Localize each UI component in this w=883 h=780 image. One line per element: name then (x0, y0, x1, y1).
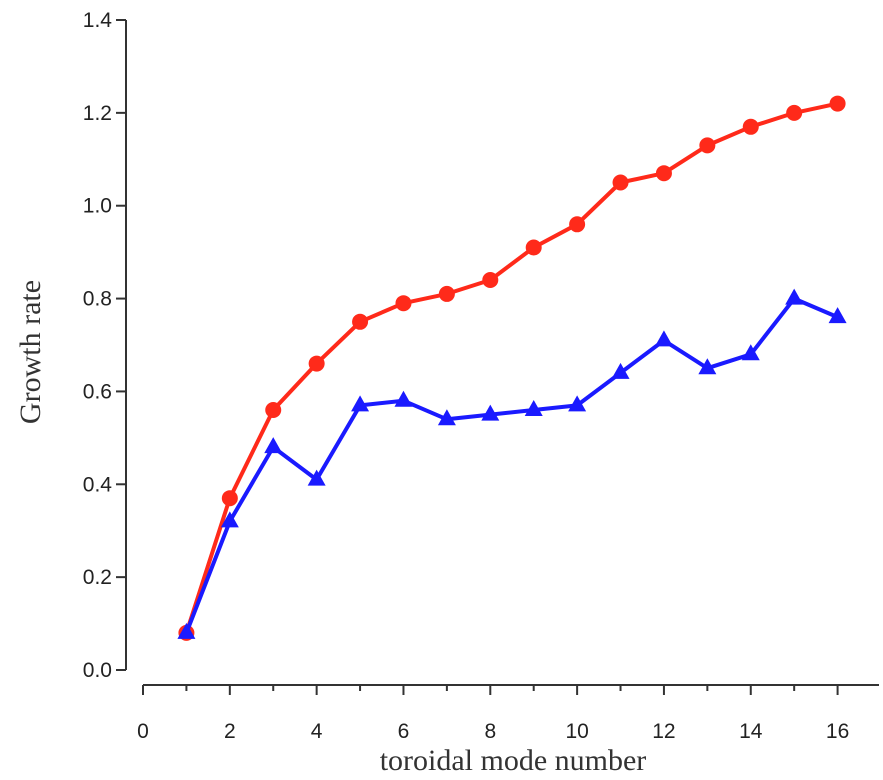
data-point (786, 104, 803, 121)
y-tick-label: 1.0 (83, 195, 112, 218)
series-layer (177, 95, 847, 641)
data-point (220, 511, 239, 528)
data-point (352, 313, 369, 330)
y-tick-label: 1.2 (83, 102, 112, 125)
data-point (569, 216, 586, 233)
x-tick-label: 8 (484, 720, 496, 743)
x-tick-label: 0 (137, 720, 149, 743)
data-point (741, 344, 760, 361)
data-point (221, 490, 238, 507)
x-tick-label: 6 (398, 720, 410, 743)
x-tick-label: 14 (739, 720, 763, 743)
data-point (568, 395, 587, 412)
x-tick-label: 2 (224, 720, 236, 743)
data-point (482, 272, 499, 288)
y-tick-label: 0.8 (83, 288, 112, 311)
data-point (177, 622, 196, 639)
x-tick-label: 4 (311, 720, 323, 743)
data-point (699, 137, 716, 154)
data-point (698, 358, 717, 375)
y-tick-label: 0.2 (83, 566, 112, 589)
x-tick-label: 12 (652, 720, 675, 743)
data-point (524, 400, 543, 416)
x-tick-label: 10 (565, 720, 588, 743)
data-point (655, 165, 672, 182)
x-axis-title: toroidal mode number (380, 744, 647, 777)
y-axis-title: Growth rate (14, 280, 47, 424)
series-1-line (184, 101, 839, 634)
data-point (395, 295, 412, 312)
y-tick-label: 1.4 (83, 9, 113, 32)
data-point (654, 330, 673, 347)
data-point (438, 285, 455, 302)
y-tick-label: 0.6 (83, 380, 112, 403)
data-point (307, 469, 326, 486)
series-2-line (184, 296, 839, 634)
data-point (612, 174, 629, 191)
series-2 (177, 288, 847, 639)
y-tick-label: 0.0 (83, 659, 112, 682)
data-point (264, 437, 283, 454)
y-tick-label: 0.4 (83, 473, 113, 496)
data-point (785, 288, 804, 305)
data-point (265, 402, 282, 418)
data-point (829, 95, 846, 112)
data-point (394, 390, 413, 407)
data-point (828, 307, 847, 324)
data-point (437, 409, 456, 426)
data-point (525, 239, 542, 256)
data-point (611, 362, 630, 379)
data-point (481, 404, 500, 421)
data-point (742, 118, 759, 135)
data-point (308, 355, 325, 372)
axes: 0.0 0.2 0.4 0.6 0.8 1.0 1.2 1.4 0 2 4 6 8 10 12 14 16 (83, 9, 879, 743)
data-point (351, 395, 370, 412)
x-tick-label: 16 (826, 720, 849, 743)
series-1 (178, 95, 846, 641)
